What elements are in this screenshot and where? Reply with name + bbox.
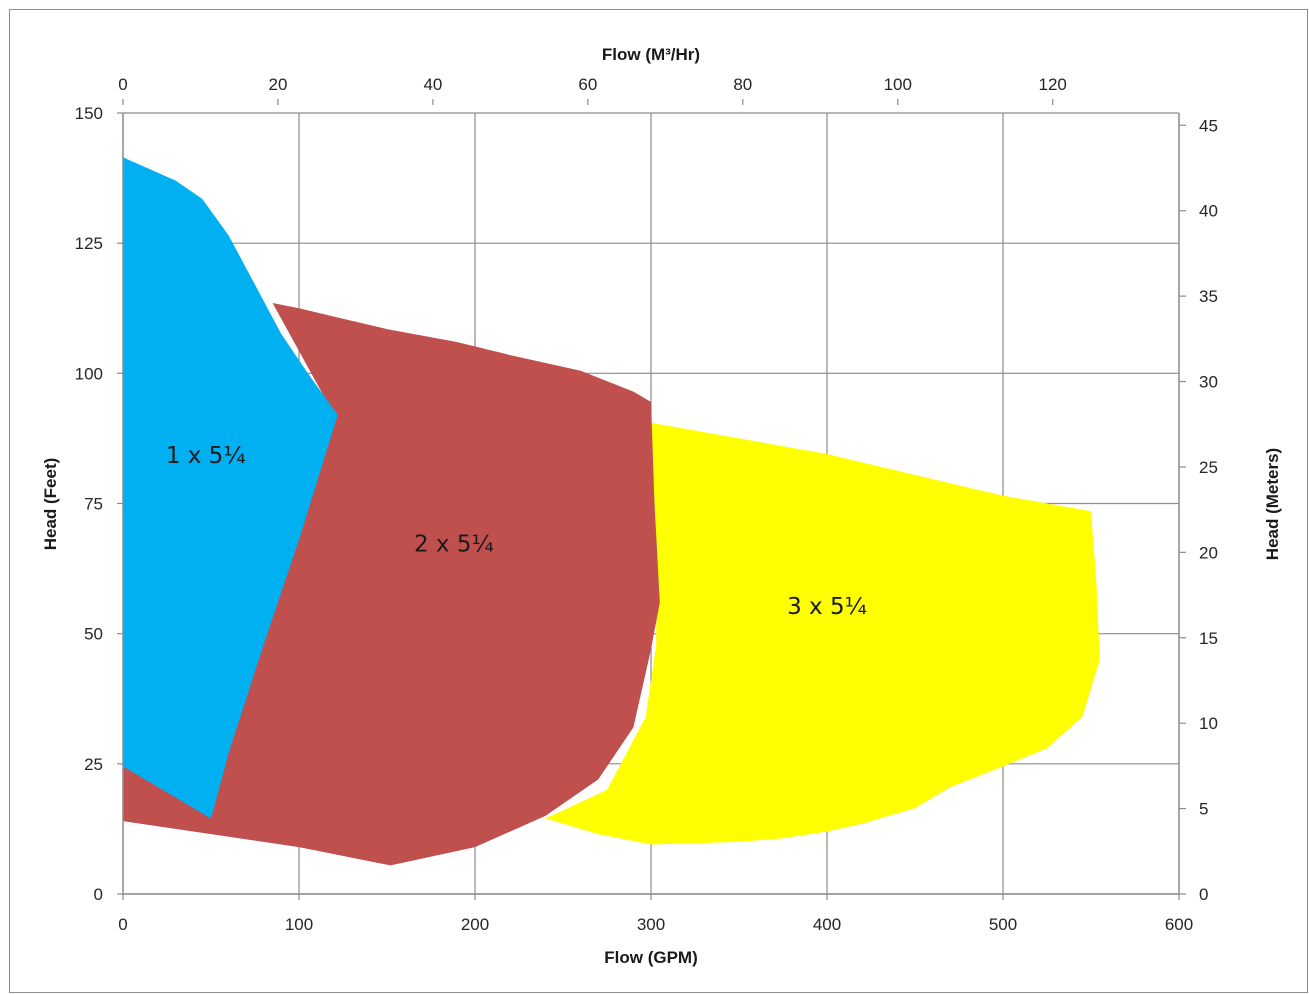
y-right-tick-label: 40: [1199, 202, 1218, 221]
coverage-regions: [123, 157, 1100, 866]
region-label: 1 x 5¼: [166, 443, 246, 469]
y-right-tick-label: 10: [1199, 714, 1218, 733]
y-right-tick-label: 5: [1199, 800, 1208, 819]
y-right-tick-label: 45: [1199, 116, 1218, 135]
region-label: 3 x 5¼: [787, 594, 867, 620]
y-axis-right-title: Head (Meters): [1263, 448, 1282, 560]
x-bottom-tick-label: 500: [989, 915, 1017, 934]
y-right-tick-label: 20: [1199, 543, 1218, 562]
region-3: [123, 157, 338, 819]
x-bottom-tick-label: 400: [813, 915, 841, 934]
x-top-tick-label: 0: [118, 75, 127, 94]
y-axis-left-title: Head (Feet): [41, 458, 60, 551]
x-axis-bottom-title: Flow (GPM): [604, 948, 697, 967]
x-bottom-tick-label: 300: [637, 915, 665, 934]
y-right-tick-label: 35: [1199, 287, 1218, 306]
y-left-tick-label: 0: [94, 885, 103, 904]
x-bottom-tick-label: 200: [461, 915, 489, 934]
y-right-tick-label: 0: [1199, 885, 1208, 904]
region-1: [545, 422, 1100, 845]
y-left-tick-label: 50: [84, 625, 103, 644]
chart-frame: [9, 9, 1308, 993]
x-top-tick-label: 100: [884, 75, 912, 94]
axes: [117, 99, 1186, 900]
x-top-tick-label: 60: [578, 75, 597, 94]
y-left-tick-label: 150: [75, 104, 103, 123]
x-top-tick-label: 80: [733, 75, 752, 94]
x-bottom-tick-label: 0: [118, 915, 127, 934]
y-left-tick-label: 25: [84, 755, 103, 774]
y-left-tick-label: 125: [75, 234, 103, 253]
region-label: 2 x 5¼: [414, 532, 494, 558]
x-axis-top-title: Flow (M³/Hr): [602, 45, 700, 64]
y-left-tick-label: 75: [84, 495, 103, 514]
y-right-tick-label: 30: [1199, 373, 1218, 392]
x-bottom-tick-label: 100: [285, 915, 313, 934]
y-right-tick-label: 25: [1199, 458, 1218, 477]
x-top-tick-label: 120: [1039, 75, 1067, 94]
x-top-tick-label: 40: [423, 75, 442, 94]
region-2: [123, 303, 660, 866]
x-top-tick-label: 20: [268, 75, 287, 94]
y-right-tick-label: 15: [1199, 629, 1218, 648]
x-bottom-tick-label: 600: [1165, 915, 1193, 934]
y-left-tick-label: 100: [75, 364, 103, 383]
